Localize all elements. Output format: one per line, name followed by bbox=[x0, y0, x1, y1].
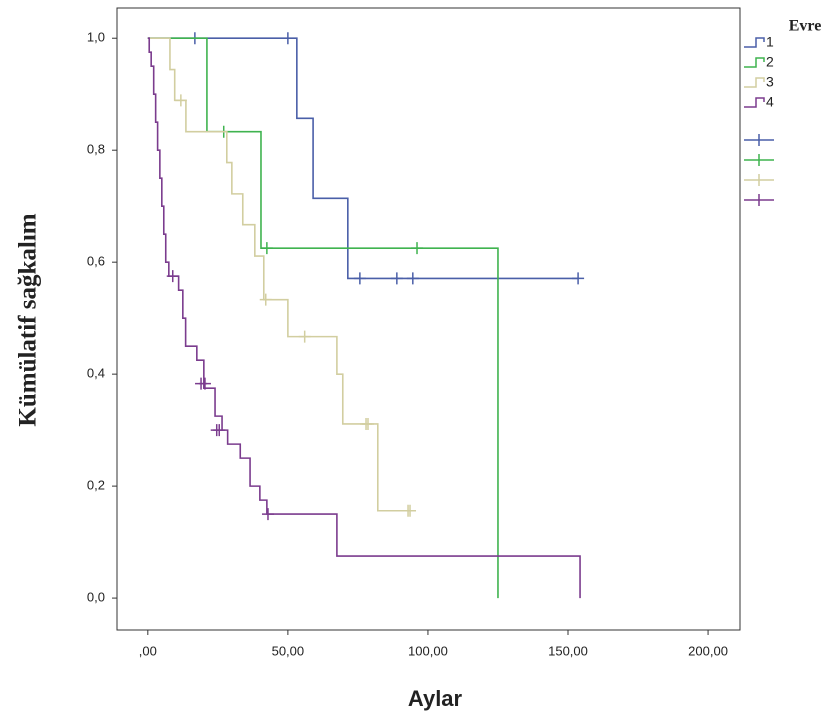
censor-mark bbox=[404, 504, 417, 517]
censor-mark bbox=[260, 242, 273, 255]
y-tick-label: 0,4 bbox=[87, 366, 105, 381]
x-tick-label: 50,00 bbox=[272, 643, 305, 658]
plot-frame bbox=[116, 7, 741, 631]
x-tick-label: 100,00 bbox=[408, 643, 448, 658]
legend-swatch bbox=[744, 57, 765, 68]
y-tick-label: 0,2 bbox=[87, 478, 105, 493]
y-axis-label: Kümülatif sağkalım bbox=[15, 213, 42, 426]
x-axis-label: Aylar bbox=[408, 686, 463, 711]
censor-mark bbox=[298, 330, 311, 343]
survival-curve bbox=[147, 37, 411, 512]
legend-title: Evre bbox=[789, 18, 822, 35]
x-tick-label: ,00 bbox=[139, 643, 157, 658]
legend-label: 2 bbox=[766, 54, 774, 70]
y-tick-label: 0,0 bbox=[87, 590, 105, 605]
censor-mark bbox=[281, 32, 294, 45]
legend-censor-swatch bbox=[744, 134, 774, 146]
censor-mark bbox=[361, 417, 374, 430]
censor-mark bbox=[353, 272, 366, 285]
censor-mark bbox=[198, 377, 211, 390]
censor-mark bbox=[572, 272, 585, 285]
legend-label: 4 bbox=[766, 94, 774, 110]
survival-curve bbox=[147, 37, 579, 280]
y-tick-label: 1,0 bbox=[87, 30, 105, 45]
censor-mark bbox=[390, 272, 403, 285]
legend-swatch bbox=[744, 97, 765, 108]
survival-curve bbox=[147, 37, 499, 599]
censor-mark bbox=[261, 508, 274, 521]
censor-mark bbox=[406, 272, 419, 285]
censor-mark bbox=[213, 424, 226, 437]
censor-mark bbox=[259, 293, 272, 306]
legend-censor-swatch bbox=[744, 194, 774, 206]
x-tick-label: 200,00 bbox=[688, 643, 728, 658]
survival-curve bbox=[147, 37, 581, 599]
y-tick-label: 0,6 bbox=[87, 254, 105, 269]
legend-censor-swatch bbox=[744, 174, 774, 186]
legend-swatch bbox=[744, 37, 765, 48]
legend-censor-swatch bbox=[744, 154, 774, 166]
y-tick-label: 0,8 bbox=[87, 142, 105, 157]
legend-label: 3 bbox=[766, 74, 774, 90]
censor-mark bbox=[166, 270, 179, 283]
legend-swatch bbox=[744, 77, 765, 88]
censor-mark bbox=[411, 242, 424, 255]
legend-label: 1 bbox=[766, 34, 774, 50]
censor-mark bbox=[174, 94, 187, 107]
x-tick-label: 150,00 bbox=[548, 643, 588, 658]
